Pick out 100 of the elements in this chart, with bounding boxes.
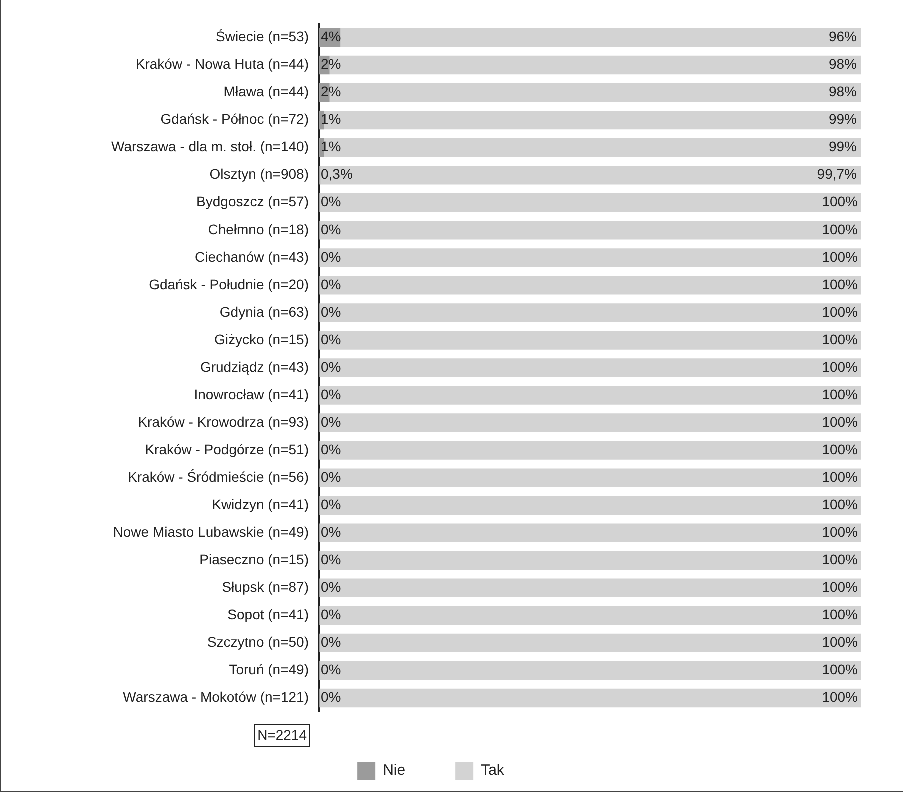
text: N=2214	[258, 726, 308, 743]
y-tick-label: Piaseczno (n=15)	[200, 552, 309, 568]
data-label: 100%	[822, 606, 858, 623]
bar	[324, 138, 861, 158]
data-label: 0%	[321, 304, 342, 320]
data-label: 100%	[822, 248, 858, 265]
y-tick-label: Kraków - Krowodrza (n=93)	[138, 414, 309, 430]
bar	[320, 496, 861, 515]
data-label: 0%	[321, 496, 342, 512]
data-label: 100%	[822, 552, 858, 568]
data-label: 100%	[822, 441, 858, 458]
data-label: 0%	[321, 662, 342, 678]
y-tick-label: Nowe Miasto Lubawskie (n=49)	[113, 524, 309, 540]
data-label: 99,7%	[817, 166, 857, 182]
data-label: 2%	[321, 84, 342, 100]
y-tick-label: Mława (n=44)	[224, 84, 309, 100]
data-label: 100%	[822, 331, 858, 348]
data-label: 0%	[321, 221, 342, 238]
y-tick-label: Inowrocław (n=41)	[194, 386, 309, 402]
y-tick-label: Olsztyn (n=908)	[210, 166, 309, 182]
y-tick-label: Chełmno (n=18)	[208, 221, 309, 238]
data-label: 0%	[321, 552, 342, 568]
data-label: 0%	[321, 194, 342, 210]
bar	[320, 606, 861, 626]
y-tick-label: Słupsk (n=87)	[222, 579, 309, 596]
data-label: 98%	[828, 56, 857, 72]
data-label: 98%	[828, 84, 857, 100]
data-label: 99%	[828, 111, 857, 128]
y-tick-label: Ciechanów (n=43)	[194, 248, 309, 265]
data-label: 100%	[822, 662, 858, 678]
bar	[320, 386, 861, 405]
y-tick-label: Świecie (n=53)	[216, 28, 309, 45]
data-label: 4%	[321, 28, 342, 45]
data-label: 100%	[822, 634, 858, 650]
legend-label: Nie	[383, 762, 406, 780]
bar	[320, 634, 861, 653]
data-label: 0%	[321, 358, 342, 375]
y-tick-label: Kraków - Podgórze (n=51)	[145, 441, 309, 458]
bar	[320, 358, 861, 378]
data-label: 100%	[822, 496, 858, 512]
y-tick-label: Gdańsk - Południe (n=20)	[149, 276, 309, 292]
data-label: 100%	[822, 276, 858, 292]
y-tick-label: Gdańsk - Północ (n=72)	[160, 111, 309, 128]
data-label: 0%	[321, 441, 342, 458]
data-label: 0%	[321, 634, 342, 650]
bar	[320, 468, 861, 488]
data-label: 1%	[321, 111, 342, 128]
y-tick-label: Kwidzyn (n=41)	[212, 496, 309, 512]
y-tick-label: Bydgoszcz (n=57)	[196, 194, 309, 210]
data-label: 96%	[828, 28, 857, 45]
data-label: 100%	[822, 579, 858, 596]
y-tick-label: Kraków - Śródmieście (n=56)	[128, 468, 309, 485]
data-label: 0%	[321, 276, 342, 292]
data-label: 100%	[822, 194, 858, 210]
data-label: 0%	[321, 386, 342, 402]
data-label: 100%	[822, 414, 858, 430]
data-label: 100%	[822, 689, 858, 706]
bar	[320, 221, 861, 240]
data-label: 100%	[822, 358, 858, 375]
data-label: 0%	[321, 524, 342, 540]
bar	[320, 304, 861, 322]
data-label: 0%	[321, 414, 342, 430]
y-tick-label: Giżycko (n=15)	[214, 331, 309, 348]
data-label: 1%	[321, 138, 342, 155]
bar	[320, 194, 861, 212]
data-label: 100%	[822, 468, 858, 485]
bar	[320, 166, 861, 185]
data-label: 100%	[822, 221, 858, 238]
y-tick-label: Szczytno (n=50)	[207, 634, 309, 650]
bar	[320, 578, 861, 598]
data-label: 0%	[321, 468, 342, 485]
data-label: 100%	[822, 524, 858, 540]
bar	[320, 331, 861, 350]
data-label: 0%	[321, 606, 342, 623]
data-label: 100%	[822, 386, 858, 402]
y-tick-label: Grudziądz (n=43)	[200, 358, 309, 375]
data-label: 0,3%	[321, 166, 353, 182]
y-tick-label: Warszawa - dla m. stoł. (n=140)	[112, 138, 309, 155]
data-label: 0%	[321, 689, 342, 706]
legend-label: Tak	[481, 762, 505, 780]
bar	[320, 441, 861, 460]
bar	[340, 28, 861, 48]
data-label: 99%	[828, 138, 857, 155]
bar	[320, 551, 861, 570]
bar	[320, 276, 861, 295]
y-tick-label: Sopot (n=41)	[228, 606, 309, 623]
bar	[324, 110, 861, 130]
bar	[320, 248, 861, 268]
bar	[320, 414, 861, 432]
y-tick-label: Warszawa - Mokotów (n=121)	[123, 689, 309, 706]
data-label: 0%	[321, 331, 342, 348]
bar	[320, 688, 861, 708]
y-tick-label: Kraków - Nowa Huta (n=44)	[136, 56, 309, 72]
data-label: 0%	[321, 248, 342, 265]
bar	[320, 524, 861, 542]
y-tick-label: Gdynia (n=63)	[220, 304, 309, 320]
data-label: 0%	[321, 579, 342, 596]
data-label: 2%	[321, 56, 342, 72]
data-label: 100%	[822, 304, 858, 320]
y-tick-label: Toruń (n=49)	[229, 662, 309, 678]
